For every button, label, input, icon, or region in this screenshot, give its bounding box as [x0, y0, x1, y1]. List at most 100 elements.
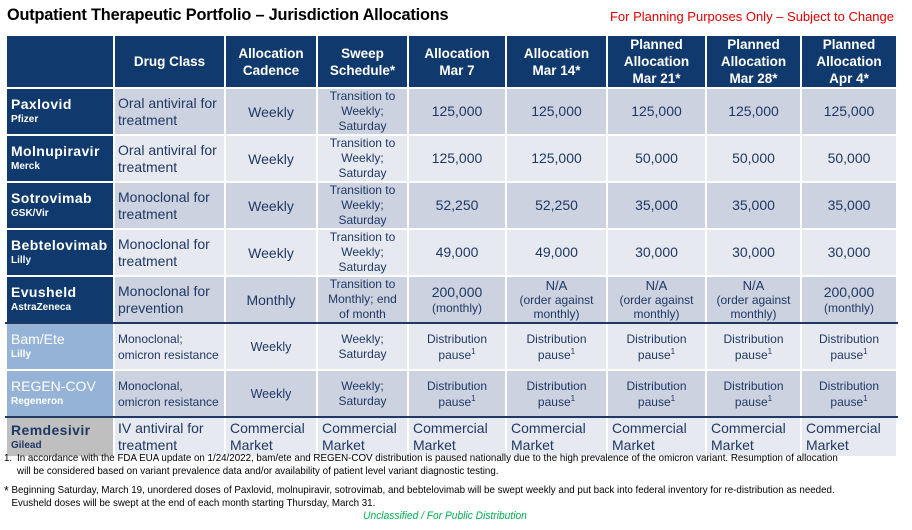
column-header-sweep: Sweep Schedule* [316, 34, 409, 89]
allocation-cell: Commercial Market [407, 416, 507, 458]
allocation-cell: N/A (order against monthly) [705, 275, 802, 324]
table-row-paxlovid: Paxlovid Pfizer Oral antiviral for treatm… [5, 87, 898, 136]
allocation-cell: 49,000 [407, 228, 507, 277]
sweep-cell: Transition to Weekly; Saturday [316, 228, 409, 277]
planning-disclaimer: For Planning Purposes Only – Subject to … [609, 9, 894, 24]
drug-class-cell: Oral antiviral for treatment [113, 87, 226, 136]
cadence-cell: Weekly [224, 228, 318, 277]
cadence-cell: Weekly [224, 87, 318, 136]
allocation-cell: 30,000 [606, 228, 707, 277]
table-header-row: Drug Class Allocation Cadence Sweep Schedu… [5, 34, 898, 89]
cadence-cell: Weekly [224, 181, 318, 230]
classification-label: Unclassified / For Public Distribution [363, 510, 527, 522]
table-row-bam-ete: Bam/Ete Lilly Monoclonal; omicron resista… [5, 322, 898, 371]
allocation-cell: Commercial Market [606, 416, 707, 458]
drug-class-cell: IV antiviral for treatment [113, 416, 226, 458]
allocation-cell: 200,000 (monthly) [800, 275, 898, 324]
drug-name-cell: Bebtelovimab Lilly [5, 228, 115, 277]
cadence-cell: Monthly [224, 275, 318, 324]
allocation-cell: Distribution pause1 [705, 369, 802, 418]
cadence-cell: Commercial Market [224, 416, 318, 458]
allocation-cell: 52,250 [407, 181, 507, 230]
allocation-cell: N/A (order against monthly) [505, 275, 608, 324]
allocation-cell: 35,000 [705, 181, 802, 230]
cadence-cell: Weekly [224, 369, 318, 418]
allocation-cell: 30,000 [705, 228, 802, 277]
footnote-asterisk-text: Beginning Saturday, March 19, unordered … [11, 484, 835, 509]
drug-class-cell: Monoclonal, omicron resistance [113, 369, 226, 418]
table-row-molnupiravir: Molnupiravir Merck Oral antiviral for tre… [5, 134, 898, 183]
allocation-cell: Distribution pause1 [505, 322, 608, 371]
allocation-cell: Distribution pause1 [800, 322, 898, 371]
column-header-mar28: Planned Allocation Mar 28* [705, 34, 802, 89]
drug-name-cell: REGEN-COV Regeneron [5, 369, 115, 418]
sweep-cell: Commercial Market [316, 416, 409, 458]
column-header-apr4: Planned Allocation Apr 4* [800, 34, 898, 89]
footnote-1-marker: 1. [4, 452, 13, 464]
sweep-cell: Transition to Weekly; Saturday [316, 87, 409, 136]
allocation-cell: 125,000 [705, 87, 802, 136]
allocation-cell: 125,000 [407, 134, 507, 183]
drug-name-cell: Paxlovid Pfizer [5, 87, 115, 136]
allocation-cell: 50,000 [800, 134, 898, 183]
allocation-cell: Distribution pause1 [505, 369, 608, 418]
drug-name-cell: Evusheld AstraZeneca [5, 275, 115, 324]
table-row-regen-cov: REGEN-COV Regeneron Monoclonal, omicron r… [5, 369, 898, 418]
allocation-cell: Commercial Market [800, 416, 898, 458]
cadence-cell: Weekly [224, 322, 318, 371]
sweep-cell: Transition to Monthly; end of month [316, 275, 409, 324]
footnote-1-text: In accordance with the FDA EUA update on… [17, 452, 838, 477]
allocation-cell: Commercial Market [705, 416, 802, 458]
footnote-1: 1. In accordance with the FDA EUA update… [4, 452, 841, 478]
allocation-cell: 50,000 [606, 134, 707, 183]
page-title: Outpatient Therapeutic Portfolio – Juris… [7, 5, 449, 24]
allocation-cell: 125,000 [800, 87, 898, 136]
allocation-cell: N/A (order against monthly) [606, 275, 707, 324]
drug-class-cell: Oral antiviral for treatment [113, 134, 226, 183]
drug-class-cell: Monoclonal for treatment [113, 228, 226, 277]
allocation-cell: 125,000 [505, 134, 608, 183]
footnote-asterisk: * Beginning Saturday, March 19, unordere… [4, 484, 841, 510]
drug-class-cell: Monoclonal for treatment [113, 181, 226, 230]
footnotes: 1. In accordance with the FDA EUA update… [4, 452, 841, 510]
drug-name-cell: Molnupiravir Merck [5, 134, 115, 183]
allocation-cell: 125,000 [606, 87, 707, 136]
column-header-drug-class: Drug Class [113, 34, 226, 89]
allocation-cell: 52,250 [505, 181, 608, 230]
allocation-table: Drug Class Allocation Cadence Sweep Schedu… [5, 34, 898, 458]
column-header-mar7: Allocation Mar 7 [407, 34, 507, 89]
allocation-cell: Distribution pause1 [705, 322, 802, 371]
sweep-cell: Transition to Weekly; Saturday [316, 181, 409, 230]
table-row-sotrovimab: Sotrovimab GSK/Vir Monoclonal for treatme… [5, 181, 898, 230]
allocation-cell: 49,000 [505, 228, 608, 277]
drug-class-cell: Monoclonal for prevention [113, 275, 226, 324]
allocation-cell: 50,000 [705, 134, 802, 183]
table-row-evusheld: Evusheld AstraZeneca Monoclonal for preve… [5, 275, 898, 324]
sweep-cell: Weekly; Saturday [316, 369, 409, 418]
column-header-drug [5, 34, 115, 89]
cadence-cell: Weekly [224, 134, 318, 183]
column-header-cadence: Allocation Cadence [224, 34, 318, 89]
drug-name-cell: Sotrovimab GSK/Vir [5, 181, 115, 230]
allocation-cell: 30,000 [800, 228, 898, 277]
allocation-cell: Distribution pause1 [407, 322, 507, 371]
sweep-cell: Weekly; Saturday [316, 322, 409, 371]
allocation-cell: 35,000 [606, 181, 707, 230]
allocation-cell: Commercial Market [505, 416, 608, 458]
sweep-cell: Transition to Weekly; Saturday [316, 134, 409, 183]
allocation-cell: Distribution pause1 [606, 369, 707, 418]
column-header-mar21: Planned Allocation Mar 21* [606, 34, 707, 89]
footnote-asterisk-marker: * [4, 483, 9, 498]
drug-name-cell: Bam/Ete Lilly [5, 322, 115, 371]
allocation-cell: 125,000 [505, 87, 608, 136]
allocation-cell: Distribution pause1 [606, 322, 707, 371]
drug-class-cell: Monoclonal; omicron resistance [113, 322, 226, 371]
table-row-remdesivir: Remdesivir Gilead IV antiviral for treatm… [5, 416, 898, 458]
table-row-bebtelovimab: Bebtelovimab Lilly Monoclonal for treatme… [5, 228, 898, 277]
allocation-cell: Distribution pause1 [800, 369, 898, 418]
allocation-cell: 125,000 [407, 87, 507, 136]
allocation-cell: Distribution pause1 [407, 369, 507, 418]
allocation-cell: 200,000 (monthly) [407, 275, 507, 324]
allocation-cell: 35,000 [800, 181, 898, 230]
drug-name-cell: Remdesivir Gilead [5, 416, 115, 458]
